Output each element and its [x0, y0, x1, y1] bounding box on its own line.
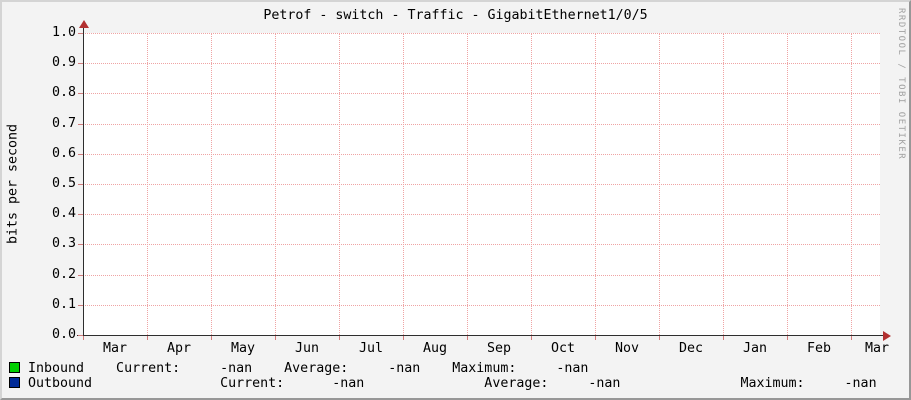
gridline [467, 33, 468, 335]
y-tick-label: 1.0 [51, 25, 76, 40]
x-tick-label: Jul [358, 341, 384, 356]
x-tick [723, 336, 724, 340]
x-tick-label: Oct [550, 341, 576, 356]
y-tick [78, 63, 83, 65]
y-tick-label: 0.2 [51, 266, 76, 282]
gridline [83, 244, 880, 246]
y-axis-title: bits per second [5, 123, 21, 245]
gridline [403, 33, 404, 335]
x-tick [339, 336, 340, 340]
x-tick-label: Mar [102, 341, 128, 356]
y-tick [78, 33, 83, 34]
y-tick-label: 0.3 [51, 236, 76, 252]
gridline [595, 33, 596, 335]
x-tick-label: Sep [486, 341, 512, 356]
x-tick-label: Jan [742, 341, 768, 356]
x-tick-label: Jun [294, 341, 320, 356]
y-tick-label: 0.0 [51, 327, 76, 342]
gridline [851, 33, 852, 335]
inbound-swatch-icon [9, 362, 20, 373]
gridline [339, 33, 340, 335]
outbound-swatch-icon [9, 377, 20, 388]
legend-inbound-stats: Inbound Current: -nan Average: -nan Maxi… [28, 361, 589, 376]
gridline [83, 184, 880, 185]
x-tick [147, 336, 148, 340]
y-tick [78, 335, 83, 336]
gridline [83, 304, 880, 306]
gridline [787, 33, 788, 335]
x-tick-label: Feb [806, 341, 832, 356]
x-axis-arrow-icon [883, 331, 891, 341]
y-tick [78, 93, 83, 95]
x-tick [403, 336, 404, 340]
gridline [83, 214, 880, 216]
y-tick [78, 123, 83, 125]
x-tick [531, 336, 532, 340]
x-tick-label: Dec [678, 341, 704, 356]
gridline [531, 33, 532, 335]
gridline [275, 33, 276, 335]
x-tick [595, 336, 596, 340]
gridline [83, 93, 880, 95]
y-tick-label: 0.6 [51, 145, 76, 161]
gridline [83, 153, 880, 155]
gridline [659, 33, 660, 335]
y-tick [78, 214, 83, 216]
y-tick [78, 304, 83, 306]
y-axis-arrow-icon [79, 20, 89, 28]
rrdtool-watermark: RRDTOOL / TOBI OETIKER [896, 8, 906, 161]
x-tick [659, 336, 660, 340]
x-tick [211, 336, 212, 340]
gridline [211, 33, 212, 335]
y-tick [78, 153, 83, 155]
x-tick [83, 336, 84, 340]
y-tick-label: 0.4 [51, 206, 76, 222]
legend-outbound-stats: Outbound Current: -nan Average: -nan Max… [28, 376, 877, 391]
y-tick-label: 0.9 [51, 55, 76, 71]
gridline [83, 274, 880, 276]
gridline [147, 33, 148, 335]
x-tick-label: Nov [614, 341, 640, 356]
x-tick [787, 336, 788, 340]
gridline [83, 63, 880, 65]
x-tick-label: Apr [166, 341, 192, 356]
y-tick [78, 274, 83, 276]
x-tick [275, 336, 276, 340]
x-tick-label: Aug [422, 341, 448, 356]
graph-title: Petrof - switch - Traffic - GigabitEther… [263, 8, 648, 23]
gridline [723, 33, 724, 335]
x-tick-label: Mar [864, 341, 890, 356]
gridline [83, 33, 880, 34]
y-tick [78, 244, 83, 246]
x-tick [467, 336, 468, 340]
plot-area [83, 33, 880, 336]
x-tick [851, 336, 852, 340]
y-tick [78, 184, 83, 185]
y-tick-label: 0.5 [51, 176, 76, 191]
y-axis-line [83, 27, 84, 335]
y-tick-label: 0.8 [51, 85, 76, 101]
x-axis-line [77, 335, 884, 336]
gridline [83, 123, 880, 125]
x-tick-label: May [230, 341, 256, 356]
y-tick-label: 0.1 [51, 296, 76, 312]
y-tick-label: 0.7 [51, 115, 76, 131]
